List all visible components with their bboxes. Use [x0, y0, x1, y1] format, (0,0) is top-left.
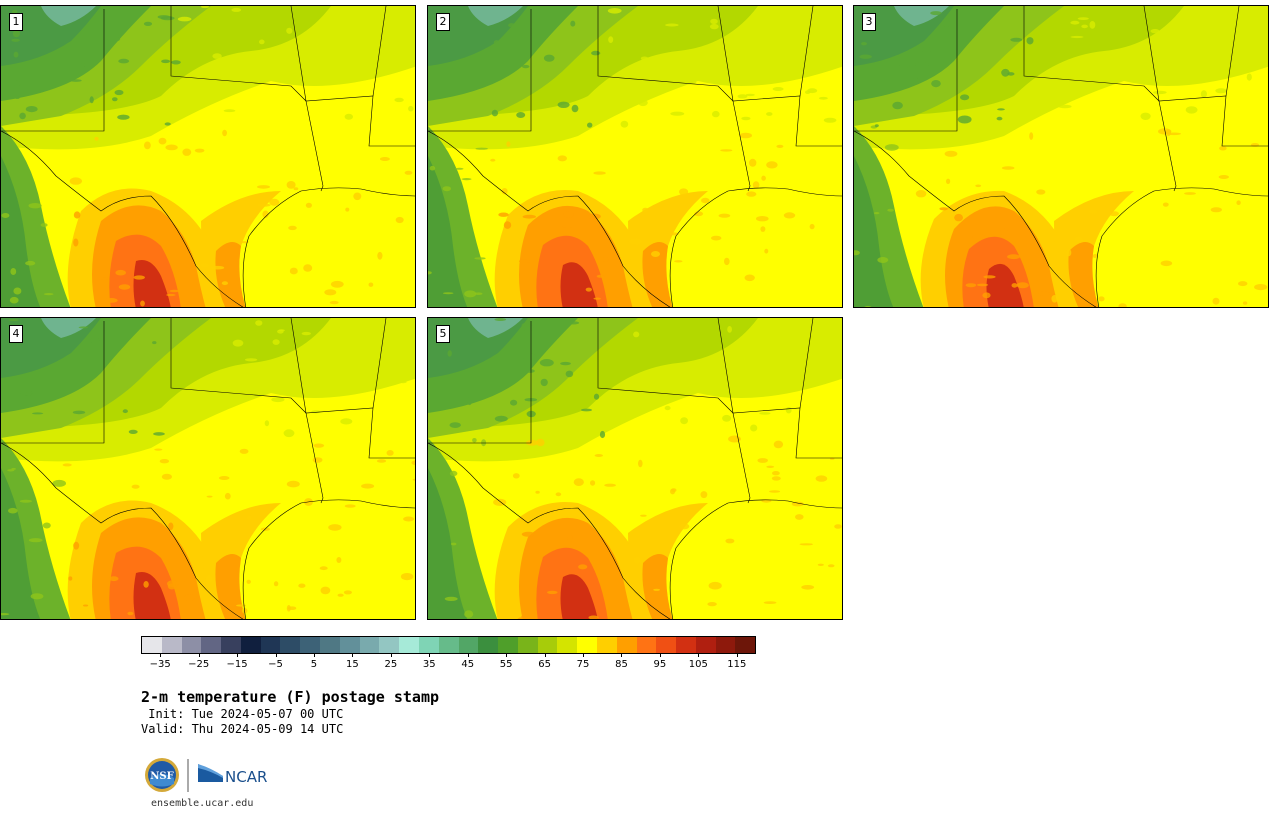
colorbar-tick: [698, 653, 700, 657]
colorbar-swatch: [260, 637, 281, 653]
colorbar-swatch: [616, 637, 637, 653]
colorbar-tick: [198, 653, 200, 657]
init-time: Init: Tue 2024-05-07 00 UTC: [141, 707, 344, 721]
temperature-map-3: [854, 6, 1268, 307]
colorbar-tick-label: 105: [688, 659, 708, 670]
colorbar-swatch: [537, 637, 558, 653]
colorbar-swatch: [280, 637, 301, 653]
nsf-logo-icon: NSF: [145, 758, 179, 792]
colorbar-swatch: [715, 637, 736, 653]
colorbar-tick-label: −5: [268, 659, 283, 670]
temperature-map-2: [428, 6, 842, 307]
colorbar-tick: [621, 653, 623, 657]
member-label-2: 2: [436, 13, 450, 31]
colorbar-swatch: [676, 637, 696, 653]
colorbar-swatch: [438, 637, 459, 653]
colorbar-swatch: [478, 637, 499, 653]
colorbar-swatch: [300, 637, 321, 653]
colorbar-swatch: [735, 637, 756, 653]
colorbar-swatch: [517, 637, 538, 653]
colorbar-tick: [429, 653, 431, 657]
colorbar-swatch: [240, 637, 261, 653]
colorbar-tick: [275, 653, 277, 657]
colorbar-tick-label: −25: [188, 659, 210, 670]
colorbar-swatch: [498, 637, 518, 653]
colorbar-swatch: [320, 637, 340, 653]
colorbar-tick-label: 95: [653, 659, 667, 670]
temperature-map-1: [1, 6, 415, 307]
member-label-5: 5: [436, 325, 450, 343]
ncar-logo-icon: NCAR: [198, 764, 267, 786]
colorbar-tick-label: −15: [226, 659, 248, 670]
stamp-panel-3: 3: [853, 5, 1269, 308]
colorbar-swatch: [596, 637, 617, 653]
colorbar-tick: [736, 653, 738, 657]
colorbar-tick: [467, 653, 469, 657]
colorbar-ticks: −35 −25 −15 −5 5 15 25 35 45 55 65 75 85 95 105 115: [141, 653, 756, 673]
colorbar-tick-label: 55: [499, 659, 513, 670]
temperature-map-5: [428, 318, 842, 619]
colorbar-tick-label: 85: [615, 659, 628, 670]
stamp-panel-1: 1: [0, 5, 416, 308]
colorbar-swatch: [695, 637, 716, 653]
stamp-panel-4: 4: [0, 317, 416, 620]
colorbar-swatch: [359, 637, 380, 653]
stamp-panel-2: 2: [427, 5, 843, 308]
valid-time: Valid: Thu 2024-05-09 14 UTC: [141, 722, 344, 736]
colorbar-swatch: [161, 637, 182, 653]
sponsor-logos: NSF NCAR: [143, 756, 283, 796]
site-url: ensemble.ucar.edu: [151, 798, 254, 809]
colorbar-tick-label: 15: [346, 659, 359, 670]
colorbar-tick-label: 5: [310, 659, 318, 670]
colorbar-swatch: [181, 637, 202, 653]
colorbar-swatch: [142, 637, 162, 653]
member-label-1: 1: [9, 13, 23, 31]
colorbar-swatch: [339, 637, 360, 653]
ncar-logo-text: NCAR: [225, 768, 267, 786]
colorbar-swatch: [221, 637, 241, 653]
colorbar-tick: [313, 653, 315, 657]
colorbar-tick-label: 65: [538, 659, 551, 670]
colorbar-tick: [506, 653, 508, 657]
figure-title: 2-m temperature (F) postage stamp: [141, 688, 440, 706]
colorbar-swatch: [557, 637, 578, 653]
nsf-logo-text: NSF: [150, 771, 173, 782]
stamp-panel-5: 5: [427, 317, 843, 620]
colorbar-tick: [237, 653, 239, 657]
colorbar-tick-label: 35: [422, 659, 436, 670]
temperature-colorbar: [141, 636, 756, 654]
colorbar-tick: [390, 653, 392, 657]
member-label-3: 3: [862, 13, 876, 31]
colorbar-tick: [160, 653, 162, 657]
colorbar-tick-label: 45: [461, 659, 475, 670]
colorbar-swatch: [577, 637, 597, 653]
member-label-4: 4: [9, 325, 23, 343]
colorbar-swatch: [201, 637, 222, 653]
colorbar-tick-label: −35: [149, 659, 171, 670]
colorbar-swatch: [656, 637, 677, 653]
colorbar-swatch: [418, 637, 439, 653]
colorbar-tick-label: 75: [576, 659, 590, 670]
colorbar-tick: [659, 653, 661, 657]
colorbar-tick: [544, 653, 546, 657]
colorbar-swatch: [458, 637, 479, 653]
colorbar-tick-label: 25: [384, 659, 398, 670]
colorbar-tick: [352, 653, 354, 657]
colorbar-swatch: [399, 637, 419, 653]
colorbar-tick-label: 115: [727, 659, 747, 670]
temperature-map-4: [1, 318, 415, 619]
colorbar-tick: [583, 653, 585, 657]
colorbar-swatch: [379, 637, 400, 653]
colorbar-swatch: [636, 637, 657, 653]
